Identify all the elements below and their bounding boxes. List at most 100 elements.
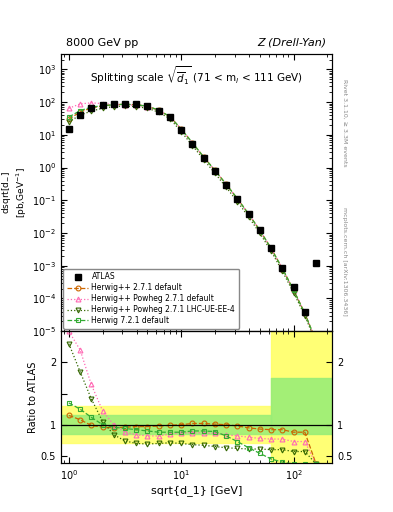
Herwig++ Powheg 2.7.1 LHC-UE-EE-4 [190, 142, 195, 148]
Line: Herwig 7.2.1 default: Herwig 7.2.1 default [66, 102, 318, 344]
Herwig++ Powheg 2.7.1 default [257, 227, 262, 233]
ATLAS [145, 103, 150, 109]
Herwig++ Powheg 2.7.1 LHC-UE-EE-4 [145, 105, 150, 111]
ATLAS [156, 108, 161, 114]
Herwig++ 2.7.1 default [100, 103, 105, 109]
Herwig++ 2.7.1 default [235, 196, 240, 202]
Herwig++ Powheg 2.7.1 default [303, 310, 307, 316]
ATLAS [235, 196, 240, 202]
Herwig++ 2.7.1 default [134, 102, 139, 108]
Y-axis label: Ratio to ATLAS: Ratio to ATLAS [28, 361, 38, 433]
Herwig++ Powheg 2.7.1 default [179, 126, 184, 132]
Herwig 7.2.1 default [145, 103, 150, 109]
ATLAS [78, 112, 83, 118]
Herwig++ Powheg 2.7.1 LHC-UE-EE-4 [257, 230, 262, 237]
ATLAS [257, 227, 262, 233]
Herwig++ Powheg 2.7.1 default [235, 196, 240, 202]
Herwig 7.2.1 default [66, 114, 71, 120]
Herwig++ Powheg 2.7.1 LHC-UE-EE-4 [213, 170, 217, 176]
Herwig 7.2.1 default [111, 102, 116, 108]
Herwig++ 2.7.1 default [123, 101, 127, 108]
Herwig++ Powheg 2.7.1 default [145, 104, 150, 110]
Herwig++ 2.7.1 default [89, 105, 94, 111]
Herwig 7.2.1 default [291, 287, 296, 293]
Herwig++ Powheg 2.7.1 LHC-UE-EE-4 [66, 119, 71, 125]
ATLAS [269, 245, 274, 251]
Herwig++ Powheg 2.7.1 default [213, 167, 217, 174]
Herwig++ Powheg 2.7.1 default [156, 108, 161, 114]
ATLAS [100, 102, 105, 109]
Herwig 7.2.1 default [303, 310, 307, 316]
Herwig++ Powheg 2.7.1 default [78, 101, 83, 107]
Herwig 7.2.1 default [314, 338, 318, 344]
Herwig++ 2.7.1 default [179, 126, 184, 132]
ATLAS [224, 182, 229, 188]
Herwig++ 2.7.1 default [167, 114, 172, 120]
Herwig++ 2.7.1 default [224, 181, 229, 187]
Herwig++ Powheg 2.7.1 LHC-UE-EE-4 [314, 340, 318, 346]
Herwig++ Powheg 2.7.1 LHC-UE-EE-4 [224, 184, 229, 190]
Herwig++ Powheg 2.7.1 default [100, 100, 105, 106]
Herwig 7.2.1 default [280, 266, 285, 272]
Line: ATLAS: ATLAS [66, 101, 319, 315]
Line: Herwig++ Powheg 2.7.1 default: Herwig++ Powheg 2.7.1 default [66, 100, 318, 344]
ATLAS [314, 260, 318, 266]
Herwig++ 2.7.1 default [291, 287, 296, 293]
Herwig 7.2.1 default [190, 140, 195, 146]
Herwig++ Powheg 2.7.1 LHC-UE-EE-4 [111, 103, 116, 110]
Herwig 7.2.1 default [156, 107, 161, 113]
Herwig++ Powheg 2.7.1 LHC-UE-EE-4 [167, 116, 172, 122]
Herwig++ Powheg 2.7.1 LHC-UE-EE-4 [303, 312, 307, 318]
Herwig++ Powheg 2.7.1 default [291, 287, 296, 293]
Line: Herwig++ Powheg 2.7.1 LHC-UE-EE-4: Herwig++ Powheg 2.7.1 LHC-UE-EE-4 [66, 103, 318, 346]
Herwig++ Powheg 2.7.1 LHC-UE-EE-4 [134, 103, 139, 110]
Herwig++ Powheg 2.7.1 LHC-UE-EE-4 [78, 112, 83, 118]
Herwig++ 2.7.1 default [303, 310, 307, 316]
Herwig++ 2.7.1 default [78, 109, 83, 115]
ATLAS [303, 309, 307, 315]
Herwig++ 2.7.1 default [246, 211, 251, 217]
Herwig++ Powheg 2.7.1 LHC-UE-EE-4 [123, 103, 127, 109]
ATLAS [123, 101, 127, 107]
ATLAS [66, 126, 71, 132]
Text: Splitting scale $\sqrt{\overline{d}_1}$ (71 < m$_l$ < 111 GeV): Splitting scale $\sqrt{\overline{d}_1}$ … [90, 65, 303, 87]
Herwig++ Powheg 2.7.1 default [269, 245, 274, 251]
Herwig 7.2.1 default [246, 211, 251, 217]
Herwig++ Powheg 2.7.1 default [167, 114, 172, 120]
ATLAS [213, 167, 217, 174]
Text: Z (Drell-Yan): Z (Drell-Yan) [257, 38, 327, 48]
Herwig 7.2.1 default [167, 114, 172, 120]
Text: mcplots.cern.ch [arXiv:1306.3436]: mcplots.cern.ch [arXiv:1306.3436] [342, 207, 347, 316]
Herwig++ 2.7.1 default [280, 266, 285, 272]
ATLAS [280, 265, 285, 271]
Herwig++ Powheg 2.7.1 LHC-UE-EE-4 [89, 108, 94, 114]
Herwig 7.2.1 default [257, 227, 262, 233]
Herwig++ Powheg 2.7.1 default [190, 140, 195, 146]
Herwig 7.2.1 default [213, 167, 217, 174]
Herwig 7.2.1 default [224, 181, 229, 187]
ATLAS [246, 211, 251, 217]
Herwig++ Powheg 2.7.1 default [134, 102, 139, 109]
ATLAS [179, 127, 184, 133]
Herwig 7.2.1 default [235, 196, 240, 202]
ATLAS [134, 101, 139, 108]
Herwig++ Powheg 2.7.1 default [201, 154, 206, 160]
Herwig++ 2.7.1 default [145, 103, 150, 109]
Herwig++ 2.7.1 default [314, 338, 318, 344]
Text: ATLAS_2017_I1589844: ATLAS_2017_I1589844 [157, 316, 236, 323]
ATLAS [201, 155, 206, 161]
ATLAS [190, 141, 195, 147]
Herwig++ 2.7.1 default [257, 227, 262, 233]
Herwig 7.2.1 default [89, 104, 94, 110]
Herwig 7.2.1 default [201, 154, 206, 160]
Herwig++ Powheg 2.7.1 LHC-UE-EE-4 [156, 109, 161, 115]
ATLAS [167, 114, 172, 120]
Herwig++ Powheg 2.7.1 default [89, 100, 94, 106]
Herwig 7.2.1 default [134, 102, 139, 108]
Herwig++ Powheg 2.7.1 LHC-UE-EE-4 [291, 290, 296, 296]
Herwig++ Powheg 2.7.1 default [280, 266, 285, 272]
Herwig++ 2.7.1 default [66, 116, 71, 122]
Herwig 7.2.1 default [78, 108, 83, 114]
Herwig++ 2.7.1 default [111, 102, 116, 108]
Herwig 7.2.1 default [123, 101, 127, 108]
